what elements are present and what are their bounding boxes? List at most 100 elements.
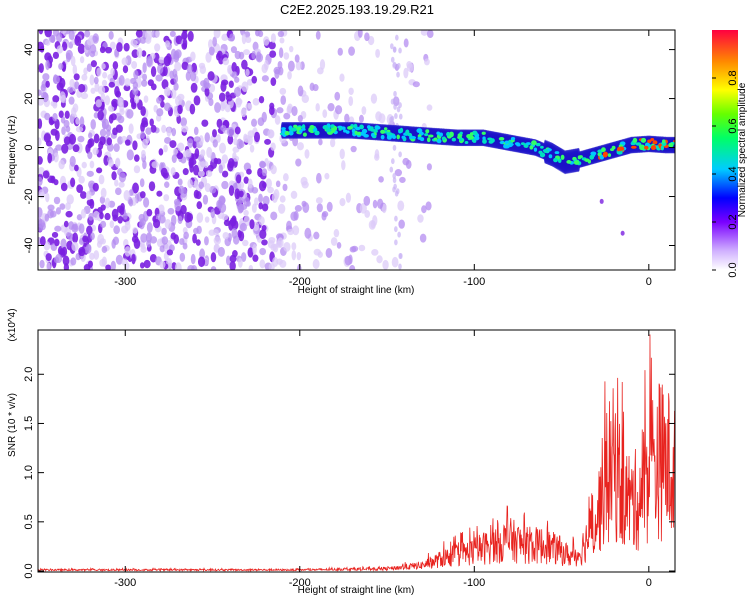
noise-blob xyxy=(182,38,188,49)
noise-blob xyxy=(396,71,400,78)
noise-blob xyxy=(249,219,255,230)
noise-blob xyxy=(66,194,74,205)
noise-blob xyxy=(205,170,213,177)
noise-blob xyxy=(252,98,260,106)
noise-blob xyxy=(262,195,270,206)
noise-blob xyxy=(290,190,298,200)
snr-background xyxy=(38,330,675,572)
noise-blob xyxy=(194,148,200,158)
noise-blob xyxy=(283,241,291,252)
noise-blob xyxy=(47,204,55,211)
noise-blob xyxy=(93,133,100,144)
noise-blob xyxy=(100,63,106,70)
noise-blob xyxy=(286,105,292,115)
noise-blob xyxy=(73,73,80,81)
noise-blob xyxy=(56,45,64,54)
noise-blob xyxy=(52,113,58,122)
noise-blob xyxy=(291,250,297,261)
colorbar-tick-label: 0.8 xyxy=(727,70,739,85)
noise-blob xyxy=(158,148,164,156)
noise-blob xyxy=(81,161,87,169)
noise-blob xyxy=(179,252,186,262)
noise-blob xyxy=(140,131,146,140)
noise-blob xyxy=(358,244,366,252)
signal-band-blob xyxy=(449,132,454,138)
noise-blob xyxy=(180,204,187,215)
signal-band-blob xyxy=(426,137,431,143)
noise-blob xyxy=(161,79,169,90)
noise-blob xyxy=(251,118,258,127)
noise-blob xyxy=(359,202,367,214)
noise-blob xyxy=(204,182,211,193)
spectrogram-y-ticks: -40 -20 0 20 40 xyxy=(23,43,675,253)
noise-blob xyxy=(80,92,89,100)
noise-blob xyxy=(204,132,210,143)
noise-blob xyxy=(218,92,226,102)
noise-blob xyxy=(86,199,94,207)
noise-blob xyxy=(304,227,312,239)
signal-band-blob xyxy=(401,135,406,139)
noise-blob xyxy=(157,63,164,75)
noise-blob xyxy=(193,126,199,136)
noise-blob xyxy=(53,196,61,205)
noise-blob xyxy=(192,233,197,244)
noise-blob xyxy=(229,254,237,263)
noise-blob xyxy=(248,265,254,270)
noise-blob xyxy=(398,113,403,120)
signal-band-blob xyxy=(584,158,590,162)
noise-blob xyxy=(392,186,396,193)
signal-band-blob xyxy=(380,134,385,140)
noise-blob xyxy=(203,161,209,168)
noise-blob xyxy=(166,249,174,256)
noise-blob xyxy=(291,106,298,117)
noise-blob xyxy=(279,87,287,95)
noise-blob xyxy=(78,175,85,184)
noise-blob xyxy=(228,185,235,197)
noise-blob xyxy=(123,42,130,52)
noise-blob xyxy=(124,139,131,146)
signal-band-blob xyxy=(363,134,369,138)
noise-blob xyxy=(259,160,266,169)
noise-blob xyxy=(177,215,183,225)
noise-blob xyxy=(134,95,140,104)
noise-blob xyxy=(102,71,108,79)
noise-blob xyxy=(123,189,131,201)
noise-blob xyxy=(232,155,240,162)
noise-blob xyxy=(52,75,60,85)
noise-blob xyxy=(69,155,76,167)
noise-blob xyxy=(83,264,91,270)
noise-blob xyxy=(241,252,247,263)
noise-blob xyxy=(325,247,333,258)
signal-band-blob xyxy=(288,130,294,136)
noise-blob xyxy=(65,210,73,218)
noise-blob xyxy=(198,170,205,178)
noise-blob xyxy=(334,105,343,115)
noise-blob xyxy=(199,65,207,74)
noise-blob xyxy=(229,261,236,270)
noise-blob xyxy=(309,82,315,92)
noise-blob xyxy=(92,33,99,44)
signal-band-blob xyxy=(301,127,306,131)
noise-blob xyxy=(269,50,277,58)
signal-band-blob xyxy=(620,141,626,146)
spectrogram-x-ticks: -300 -200 -100 0 xyxy=(114,30,652,288)
noise-blob xyxy=(243,49,250,56)
noise-blob xyxy=(394,226,398,233)
noise-blob xyxy=(238,190,244,198)
noise-blob xyxy=(222,57,230,66)
noise-blob xyxy=(288,45,294,53)
snr-x-ticks: -300 -200 -100 0 xyxy=(114,330,652,589)
noise-blob xyxy=(100,220,107,228)
noise-blob xyxy=(259,229,267,240)
noise-blob xyxy=(69,79,75,88)
noise-blob xyxy=(185,71,191,81)
noise-blob xyxy=(227,126,235,138)
noise-blob xyxy=(190,253,196,265)
noise-blob xyxy=(254,197,259,206)
noise-blob xyxy=(227,64,233,75)
noise-blob xyxy=(173,234,179,245)
noise-blob xyxy=(393,103,397,110)
noise-blob xyxy=(38,191,46,199)
noise-blob xyxy=(105,129,111,137)
noise-blob xyxy=(197,256,206,268)
